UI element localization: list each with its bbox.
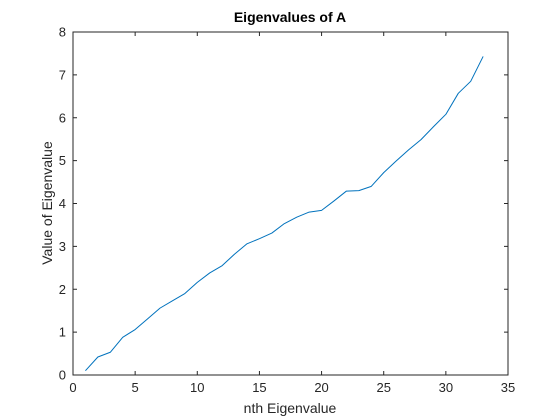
- y-tick-label: 3: [59, 239, 66, 254]
- y-tick-label: 5: [59, 153, 66, 168]
- series-layer: [85, 56, 484, 372]
- series-line: [85, 56, 484, 372]
- y-tick-label: 2: [59, 282, 66, 297]
- plot-area: [72, 31, 509, 376]
- y-axis-label: Value of Eigenvalue: [39, 141, 55, 265]
- x-tick-label: 25: [376, 380, 390, 395]
- x-tick-label: 10: [190, 380, 204, 395]
- x-tick-label: 30: [439, 380, 453, 395]
- x-axis-ticks: 0 5 10 15 20 25 30 35: [69, 32, 515, 395]
- x-tick-label: 5: [132, 380, 139, 395]
- y-tick-label: 8: [59, 25, 66, 40]
- y-tick-label: 7: [59, 67, 66, 82]
- x-tick-label: 15: [252, 380, 266, 395]
- y-tick-label: 6: [59, 110, 66, 125]
- y-tick-label: 0: [59, 368, 66, 383]
- y-axis-ticks: 0 1 2 3 4 5 6 7 8: [59, 25, 508, 383]
- chart-title: Eigenvalues of A: [234, 9, 346, 25]
- y-tick-label: 1: [59, 325, 66, 340]
- y-tick-label: 4: [59, 196, 66, 211]
- x-axis-label: nth Eigenvalue: [244, 400, 337, 416]
- x-tick-label: 20: [314, 380, 328, 395]
- x-tick-label: 0: [69, 380, 76, 395]
- x-tick-label: 35: [501, 380, 515, 395]
